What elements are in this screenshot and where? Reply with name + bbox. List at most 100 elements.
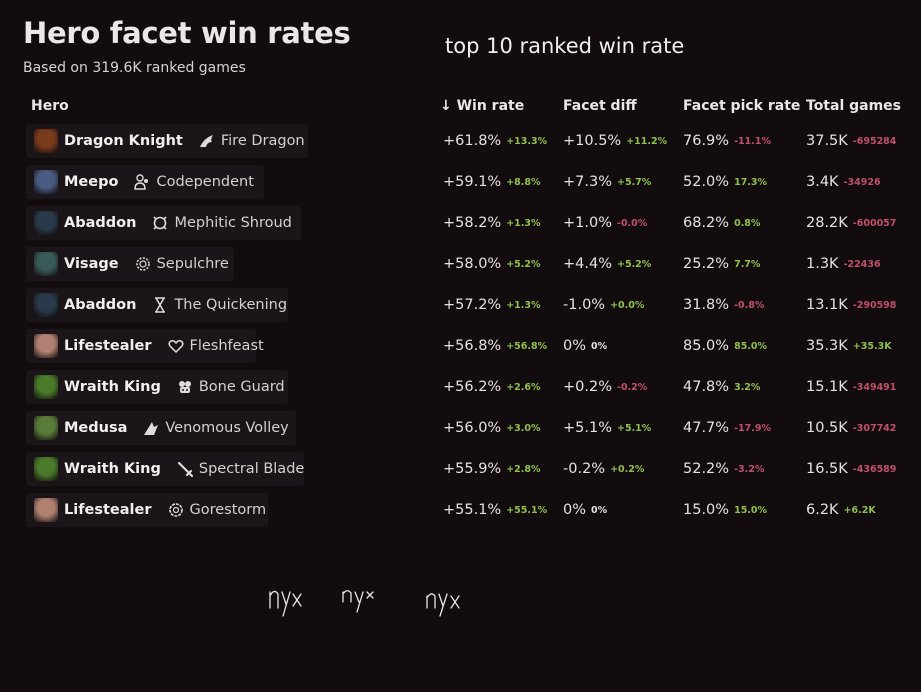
hero-portrait-icon	[34, 457, 58, 481]
facet-name: Gorestorm	[189, 502, 267, 518]
total-games-value: 10.5K	[806, 420, 848, 436]
facet-diff-value: +1.0%	[563, 215, 612, 231]
table-row[interactable]: Lifestealer Gorestorm +55.1% +55.1% 0% 0% 15.0…	[26, 493, 906, 527]
table-row[interactable]: Abaddon Mephitic Shroud +58.2% +1.3% +1.0% -0…	[26, 206, 906, 240]
win-rate-value: +55.9%	[443, 461, 502, 477]
win-rate-delta: +13.3%	[506, 135, 548, 147]
heart-icon	[166, 336, 186, 356]
win-rate-value: +57.2%	[443, 297, 502, 313]
hero-facet-cell[interactable]: Medusa Venomous Volley	[26, 411, 296, 445]
facet-diff-value: 0%	[563, 502, 587, 518]
hero-facet-cell[interactable]: Lifestealer Gorestorm	[26, 493, 268, 527]
skull-icon	[175, 377, 195, 397]
pick-rate-value: 15.0%	[683, 502, 730, 518]
hero-facet-cell[interactable]: Meepo Codependent	[26, 165, 264, 199]
win-rate-cell: +56.8% +56.8%	[443, 329, 547, 363]
gorestorm-icon	[166, 500, 186, 520]
facet-diff-value: +4.4%	[563, 256, 612, 272]
table-row[interactable]: Meepo Codependent +59.1% +8.8% +7.3% +5.7% 52.…	[26, 165, 906, 199]
column-header-total-games[interactable]: Total games	[806, 98, 902, 114]
hero-portrait-icon	[34, 211, 58, 235]
pick-rate-cell: 68.2% 0.8%	[683, 206, 760, 240]
facet-chip: Spectral Blade	[169, 452, 304, 486]
hero-name: Wraith King	[64, 461, 161, 477]
column-header-hero[interactable]: Hero	[31, 98, 69, 114]
hero-facet-cell[interactable]: Wraith King Bone Guard	[26, 370, 288, 404]
win-rate-cell: +57.2% +1.3%	[443, 288, 541, 322]
table-row[interactable]: Dragon Knight Fire Dragon +61.8% +13.3% +10.…	[26, 124, 906, 158]
page-subtitle: Based on 319.6K ranked games	[23, 60, 246, 76]
pick-rate-delta: 3.2%	[734, 381, 761, 393]
table-row[interactable]: Wraith King Bone Guard +56.2% +2.6% +0.2% -0.…	[26, 370, 906, 404]
pick-rate-delta: 15.0%	[734, 504, 768, 516]
dragon-icon	[197, 131, 217, 151]
facet-chip: Gorestorm	[160, 493, 267, 527]
total-games-delta: +6.2K	[843, 504, 876, 516]
total-games-value: 28.2K	[806, 215, 848, 231]
win-rate-delta: +3.0%	[506, 422, 541, 434]
pick-rate-value: 25.2%	[683, 256, 730, 272]
facet-name: Spectral Blade	[198, 461, 305, 477]
facet-diff-value: -1.0%	[563, 297, 606, 313]
win-rate-cell: +56.2% +2.6%	[443, 370, 541, 404]
table-row[interactable]: Medusa Venomous Volley +56.0% +3.0% +5.1% +5.…	[26, 411, 906, 445]
facet-diff-value: +5.1%	[563, 420, 612, 436]
table-row[interactable]: Visage Sepulchre +58.0% +5.2% +4.4% +5.2% 25.2…	[26, 247, 906, 281]
pick-rate-cell: 47.8% 3.2%	[683, 370, 760, 404]
table-row[interactable]: Wraith King Spectral Blade +55.9% +2.8% -0.2…	[26, 452, 906, 486]
hero-facet-cell[interactable]: Wraith King Spectral Blade	[26, 452, 304, 486]
pick-rate-value: 52.0%	[683, 174, 730, 190]
pick-rate-value: 47.7%	[683, 420, 730, 436]
sword-icon	[175, 459, 195, 479]
hero-facet-cell[interactable]: Visage Sepulchre	[26, 247, 234, 281]
total-games-cell: 10.5K -307742	[806, 411, 896, 445]
facet-name: Bone Guard	[198, 379, 285, 395]
facet-diff-value: +10.5%	[563, 133, 622, 149]
table-row[interactable]: Abaddon The Quickening +57.2% +1.3% -1.0% +0.…	[26, 288, 906, 322]
win-rate-delta: +1.3%	[506, 217, 541, 229]
pick-rate-delta: -17.9%	[734, 422, 771, 434]
win-rate-cell: +58.0% +5.2%	[443, 247, 541, 281]
win-rate-value: +61.8%	[443, 133, 502, 149]
win-rate-delta: +56.8%	[506, 340, 548, 352]
pick-rate-cell: 47.7% -17.9%	[683, 411, 771, 445]
column-header-facet-diff[interactable]: Facet diff	[563, 98, 637, 114]
pick-rate-delta: 85.0%	[734, 340, 768, 352]
win-rate-delta: +8.8%	[506, 176, 541, 188]
win-rate-cell: +59.1% +8.8%	[443, 165, 541, 199]
volley-icon	[141, 418, 161, 438]
facet-diff-delta: -0.2%	[617, 381, 648, 393]
pick-rate-delta: 0.8%	[734, 217, 761, 229]
total-games-cell: 37.5K -695284	[806, 124, 896, 158]
facet-diff-delta: +0.2%	[610, 463, 645, 475]
total-games-cell: 6.2K +6.2K	[806, 493, 876, 527]
facet-diff-delta: +5.1%	[617, 422, 652, 434]
hero-facet-cell[interactable]: Dragon Knight Fire Dragon	[26, 124, 308, 158]
win-rate-value: +55.1%	[443, 502, 502, 518]
column-header-win-rate[interactable]: ↓ Win rate	[440, 98, 525, 114]
total-games-delta: -34926	[843, 176, 881, 188]
total-games-delta: -436589	[852, 463, 897, 475]
facet-name: Mephitic Shroud	[174, 215, 292, 231]
win-rate-delta: +1.3%	[506, 299, 541, 311]
hero-facet-cell[interactable]: Abaddon Mephitic Shroud	[26, 206, 301, 240]
total-games-cell: 35.3K +35.3K	[806, 329, 892, 363]
column-header-pick-rate[interactable]: Facet pick rate	[683, 98, 801, 114]
win-rate-value: +58.0%	[443, 256, 502, 272]
facet-name: Codependent	[156, 174, 254, 190]
pick-rate-delta: -3.2%	[734, 463, 765, 475]
pick-rate-value: 68.2%	[683, 215, 730, 231]
table-row[interactable]: Lifestealer Fleshfeast +56.8% +56.8% 0% 0% 85.…	[26, 329, 906, 363]
total-games-delta: -349491	[852, 381, 897, 393]
page-title: Hero facet win rates	[23, 16, 351, 50]
hero-facet-cell[interactable]: Lifestealer Fleshfeast	[26, 329, 264, 363]
total-games-value: 1.3K	[806, 256, 839, 272]
win-rate-cell: +58.2% +1.3%	[443, 206, 541, 240]
pick-rate-cell: 76.9% -11.1%	[683, 124, 771, 158]
facet-diff-value: 0%	[563, 338, 587, 354]
pick-rate-cell: 52.0% 17.3%	[683, 165, 767, 199]
hero-portrait-icon	[34, 170, 58, 194]
hero-portrait-icon	[34, 334, 58, 358]
facet-diff-cell: +4.4% +5.2%	[563, 247, 651, 281]
hero-facet-cell[interactable]: Abaddon The Quickening	[26, 288, 288, 322]
